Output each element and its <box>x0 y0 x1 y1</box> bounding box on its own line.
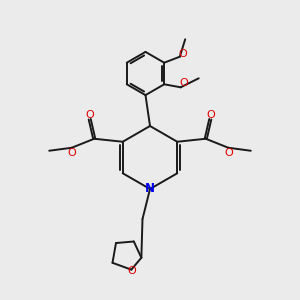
Text: O: O <box>224 148 233 158</box>
Text: N: N <box>145 182 155 196</box>
Text: O: O <box>179 78 188 88</box>
Text: O: O <box>67 148 76 158</box>
Text: O: O <box>206 110 215 120</box>
Text: O: O <box>85 110 94 120</box>
Text: O: O <box>127 266 136 276</box>
Text: O: O <box>178 49 187 59</box>
